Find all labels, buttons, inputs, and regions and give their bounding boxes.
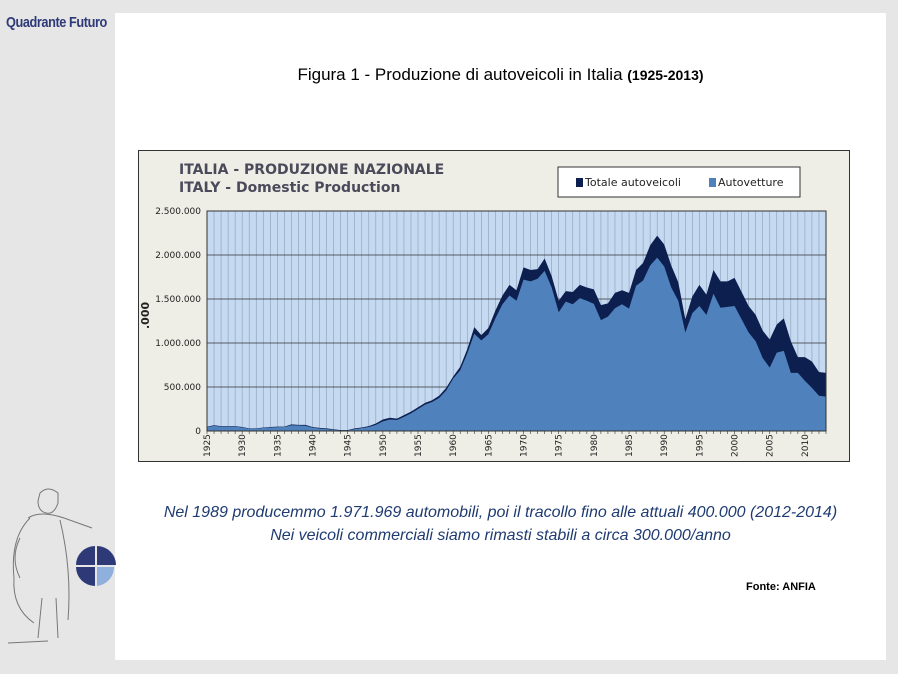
x-tick-label: 2005 bbox=[766, 434, 776, 457]
x-tick-label: 1940 bbox=[309, 434, 319, 457]
y-axis-label: .000 bbox=[139, 302, 152, 329]
brand-logo-text: Quadrante Futuro bbox=[6, 14, 107, 31]
x-tick-label: 1950 bbox=[379, 434, 389, 457]
y-tick-label: 0 bbox=[195, 427, 201, 437]
source-note: Fonte: ANFIA bbox=[746, 581, 816, 593]
chart: ITALIA - PRODUZIONE NAZIONALE ITALY - Do… bbox=[138, 150, 850, 462]
x-tick-label: 1975 bbox=[555, 434, 565, 457]
x-tick-label: 1980 bbox=[590, 434, 600, 457]
figure-title: Figura 1 - Produzione di autoveicoli in … bbox=[115, 65, 886, 85]
y-tick-label: 2.500.000 bbox=[155, 207, 201, 217]
caption-line-2: Nei veicoli commerciali siamo rimasti st… bbox=[270, 527, 731, 544]
caption-line-1: Nel 1989 producemmo 1.971.969 automobili… bbox=[163, 504, 838, 521]
legend-swatch-total bbox=[576, 178, 583, 187]
legend: Totale autoveicoli Autovetture bbox=[557, 166, 801, 198]
slide-panel: Figura 1 - Produzione di autoveicoli in … bbox=[115, 13, 886, 660]
x-tick-label: 2010 bbox=[801, 434, 811, 457]
legend-label-total: Totale autoveicoli bbox=[584, 176, 681, 189]
y-tick-label: 500.000 bbox=[164, 383, 201, 393]
figure-title-text: Figura 1 - Produzione di autoveicoli in … bbox=[297, 65, 623, 84]
legend-swatch-cars bbox=[709, 178, 716, 187]
x-tick-label: 1970 bbox=[520, 434, 530, 457]
x-tick-label: 1955 bbox=[414, 434, 424, 457]
chart-title: ITALIA - PRODUZIONE NAZIONALE bbox=[179, 162, 444, 178]
chart-svg: ITALIA - PRODUZIONE NAZIONALE ITALY - Do… bbox=[139, 162, 827, 457]
man-engraving-icon bbox=[7, 488, 93, 644]
legend-label-cars: Autovetture bbox=[718, 176, 784, 189]
x-tick-label: 1945 bbox=[344, 434, 354, 457]
y-tick-label: 1.000.000 bbox=[155, 339, 201, 349]
quadrante-logo-icon bbox=[76, 546, 116, 586]
series-area-autovetture bbox=[207, 257, 826, 431]
x-tick-label: 2000 bbox=[731, 434, 741, 457]
x-tick-label: 1930 bbox=[238, 434, 248, 457]
chart-subtitle: ITALY - Domestic Production bbox=[179, 180, 400, 196]
x-tick-label: 1935 bbox=[273, 434, 283, 457]
y-tick-label: 1.500.000 bbox=[155, 295, 201, 305]
engraving-figure-illustration bbox=[7, 488, 116, 644]
x-tick-label: 1965 bbox=[484, 434, 494, 457]
x-tick-label: 1995 bbox=[695, 434, 705, 457]
x-tick-label: 1985 bbox=[625, 434, 635, 457]
figure-title-years: (1925-2013) bbox=[627, 67, 704, 83]
x-tick-label: 1990 bbox=[660, 434, 670, 457]
y-tick-label: 2.000.000 bbox=[155, 251, 201, 261]
x-tick-label: 1960 bbox=[449, 434, 459, 457]
x-tick-label: 1925 bbox=[203, 434, 213, 457]
